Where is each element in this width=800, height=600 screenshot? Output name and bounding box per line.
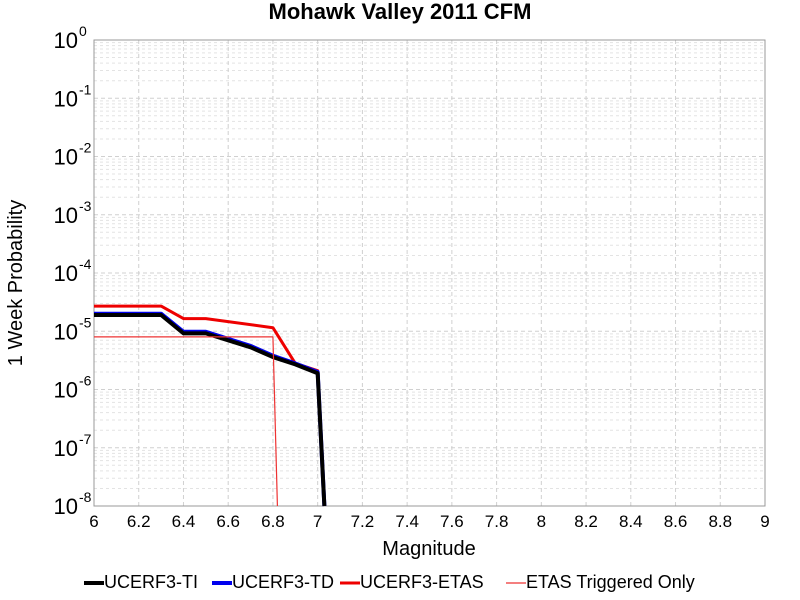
x-tick-label: 8.2 [574, 512, 598, 531]
chart-title: Mohawk Valley 2011 CFM [269, 0, 532, 24]
y-tick-exponent: -8 [79, 489, 92, 505]
y-tick-base: 10 [54, 319, 78, 344]
x-axis-ticks: 6 6.2 6.4 6.6 6.8 7 7.2 7.4 7.6 7.8 8 8.2 8.4 8.6 8.8 9 [89, 512, 769, 531]
y-tick-exponent: -1 [79, 81, 92, 97]
y-tick-base: 10 [54, 261, 78, 286]
y-tick-base: 10 [54, 145, 78, 170]
y-tick-exponent: -2 [79, 140, 92, 156]
y-tick-label: 10 -3 [54, 198, 92, 228]
series-line-etas-triggered-only [94, 336, 279, 507]
x-tick-label: 6.2 [127, 512, 151, 531]
y-tick-base: 10 [54, 28, 78, 53]
y-axis-label: 1 Week Probability [5, 200, 27, 366]
x-tick-label: 6.6 [216, 512, 240, 531]
x-tick-label: 6.8 [261, 512, 285, 531]
y-tick-label: 10 0 [54, 23, 87, 53]
y-tick-label: 10 -6 [54, 373, 92, 403]
legend-item: UCERF3-ETAS [340, 572, 484, 592]
y-tick-exponent: 0 [79, 23, 87, 39]
legend-item: UCERF3-TD [212, 572, 334, 592]
y-tick-label: 10 -4 [54, 256, 92, 286]
y-tick-base: 10 [54, 86, 78, 111]
x-tick-label: 6.4 [172, 512, 196, 531]
y-tick-label: 10 -2 [54, 140, 92, 170]
y-tick-label: 10 -5 [54, 314, 92, 344]
series-line-ucerf3-ti [94, 313, 327, 507]
series-line-ucerf3-td [94, 311, 327, 507]
legend: UCERF3-TI UCERF3-TD UCERF3-ETAS ETAS Trigge… [84, 572, 695, 592]
x-tick-label: 8.6 [664, 512, 688, 531]
legend-label: ETAS Triggered Only [526, 572, 695, 592]
y-tick-exponent: -7 [79, 431, 92, 447]
y-tick-base: 10 [54, 378, 78, 403]
y-tick-label: 10 -7 [54, 431, 92, 461]
legend-label: UCERF3-ETAS [360, 572, 484, 592]
y-tick-base: 10 [54, 203, 78, 228]
x-tick-label: 8 [537, 512, 546, 531]
legend-item: UCERF3-TI [84, 572, 198, 592]
x-tick-label: 7 [313, 512, 322, 531]
x-tick-label: 9 [760, 512, 769, 531]
plot-area [93, 39, 766, 507]
x-axis-label: Magnitude [382, 538, 475, 560]
y-tick-exponent: -6 [79, 373, 92, 389]
y-tick-label: 10 -1 [54, 81, 92, 111]
y-tick-base: 10 [54, 436, 78, 461]
y-tick-base: 10 [54, 494, 78, 519]
x-tick-label: 7.6 [440, 512, 464, 531]
legend-item: ETAS Triggered Only [506, 572, 695, 592]
x-tick-label: 7.2 [351, 512, 375, 531]
y-tick-exponent: -5 [79, 314, 92, 330]
y-tick-exponent: -4 [79, 256, 92, 272]
y-tick-exponent: -3 [79, 198, 92, 214]
x-tick-label: 7.8 [485, 512, 509, 531]
legend-label: UCERF3-TI [104, 572, 198, 592]
series-layer [94, 304, 327, 507]
y-tick-label: 10 -8 [54, 489, 92, 519]
x-tick-label: 8.8 [708, 512, 732, 531]
legend-label: UCERF3-TD [232, 572, 334, 592]
grid [93, 39, 766, 507]
x-tick-label: 6 [89, 512, 98, 531]
x-tick-label: 7.4 [395, 512, 419, 531]
x-tick-label: 8.4 [619, 512, 643, 531]
